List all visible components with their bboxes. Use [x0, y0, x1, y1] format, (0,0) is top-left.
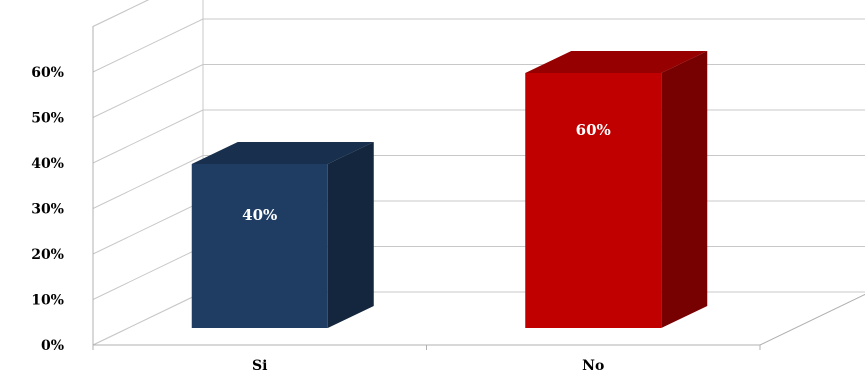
data-label: 40%	[242, 206, 277, 224]
axes	[92, 26, 865, 350]
floor-edge	[759, 293, 865, 346]
bar-side	[327, 142, 374, 328]
y-tick-label: 30%	[31, 202, 64, 218]
gridline-side	[92, 18, 204, 73]
bar-front	[191, 164, 328, 328]
y-tick-label: 10%	[31, 293, 64, 309]
side-wall	[92, 0, 204, 346]
data-label: 60%	[576, 121, 611, 139]
bars	[191, 51, 708, 328]
bar-si	[191, 142, 374, 328]
gridline-side	[92, 0, 150, 27]
bar-top	[191, 142, 374, 164]
bar-no	[525, 51, 708, 328]
bar-side	[661, 51, 708, 328]
y-tick-label: 20%	[31, 247, 64, 263]
y-tick-label: 50%	[31, 111, 64, 127]
gridline-side	[92, 246, 204, 300]
gridline-side	[92, 64, 204, 118]
y-tick-label: 60%	[31, 65, 64, 81]
gridline-side	[92, 155, 204, 209]
labels: 0% 10% 20% 30% 40% 50% 60% 40% Si 60% No	[31, 65, 611, 374]
bar-top	[525, 51, 708, 73]
bar-front	[525, 73, 662, 328]
gridline-side	[92, 291, 204, 346]
y-tick-label: 40%	[31, 156, 64, 172]
x-tick-label: Si	[252, 358, 267, 374]
y-tick-label: 0%	[41, 338, 64, 354]
gridline-side	[92, 109, 204, 164]
x-tick-label: No	[582, 358, 604, 374]
gridline-side	[92, 200, 204, 255]
